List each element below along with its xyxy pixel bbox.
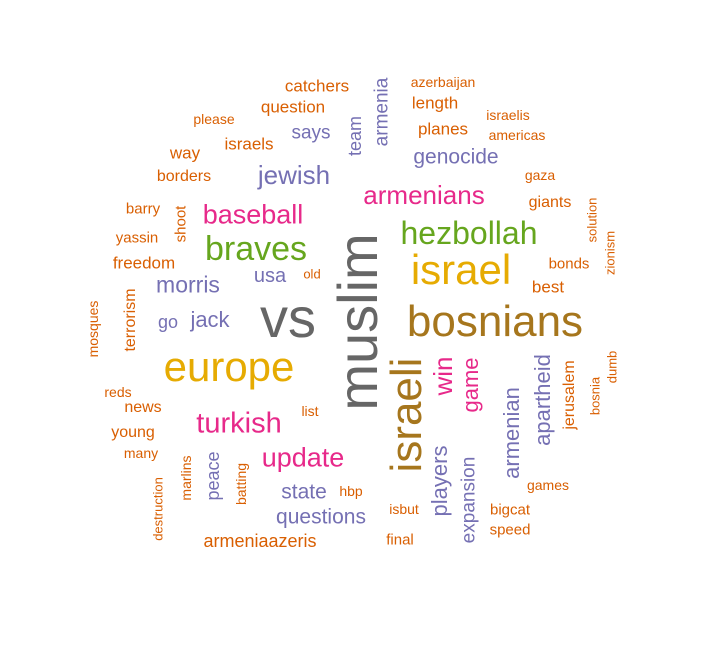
word-speed: speed xyxy=(489,521,531,539)
word-game: game xyxy=(458,357,483,413)
word-marlins: marlins xyxy=(178,455,194,501)
word-way: way xyxy=(169,143,201,163)
word-apartheid: apartheid xyxy=(530,354,555,446)
word-go: go xyxy=(157,312,179,332)
word-solution: solution xyxy=(584,197,600,243)
word-israeli: israeli xyxy=(382,357,431,473)
word-turkish: turkish xyxy=(196,407,282,440)
word-expansion: expansion xyxy=(458,456,480,544)
word-israelis: israelis xyxy=(486,107,530,123)
word-peace: peace xyxy=(203,451,223,501)
word-final: final xyxy=(386,531,414,549)
word-many: many xyxy=(123,445,159,461)
word-isbut: isbut xyxy=(389,501,419,517)
word-muslim: muslim xyxy=(326,233,389,411)
word-bonds: bonds xyxy=(548,255,590,273)
word-baseball: baseball xyxy=(202,199,304,230)
word-old: old xyxy=(303,266,321,282)
word-giants: giants xyxy=(528,194,572,211)
word-players: players xyxy=(427,445,452,517)
word-barry: barry xyxy=(125,200,161,218)
word-young: young xyxy=(111,424,155,441)
word-braves: braves xyxy=(204,230,308,268)
word-zionism: zionism xyxy=(602,230,618,276)
word-israels: israels xyxy=(224,134,274,154)
word-borders: borders xyxy=(156,168,212,185)
word-europe: europe xyxy=(163,343,295,390)
word-catchers: catchers xyxy=(284,76,350,96)
word-length: length xyxy=(411,93,459,113)
word-games: games xyxy=(526,477,570,493)
word-questions: questions xyxy=(276,505,366,529)
word-americas: americas xyxy=(488,127,546,143)
word-state: state xyxy=(281,480,327,504)
word-dumb: dumb xyxy=(604,350,620,384)
word-jack: jack xyxy=(190,307,230,332)
word-question: question xyxy=(260,97,326,117)
word-azerbaijan: azerbaijan xyxy=(410,74,476,90)
word-news: news xyxy=(124,399,162,416)
word-gaza: gaza xyxy=(524,167,556,183)
word-bigcat: bigcat xyxy=(489,501,531,519)
word-reds: reds xyxy=(104,384,132,400)
word-jewish: jewish xyxy=(257,160,331,190)
word-batting: batting xyxy=(233,462,249,506)
word-jerusalem: jerusalem xyxy=(561,360,578,430)
word-win: win xyxy=(428,356,458,396)
word-update: update xyxy=(261,442,345,473)
word-genocide: genocide xyxy=(413,145,499,169)
word-mosques: mosques xyxy=(85,300,101,358)
word-shoot: shoot xyxy=(172,205,190,243)
word-yassin: yassin xyxy=(115,229,159,247)
word-armeniaazeris: armeniaazeris xyxy=(203,531,317,551)
word-hbp: hbp xyxy=(339,483,363,499)
word-list: list xyxy=(301,403,319,419)
word-israel: israel xyxy=(410,246,512,293)
word-best: best xyxy=(531,277,565,297)
word-usa: usa xyxy=(253,265,287,287)
word-bosnians: bosnians xyxy=(406,297,584,346)
word-destruction: destruction xyxy=(150,477,166,541)
word-vs: vs xyxy=(260,286,316,349)
word-please: please xyxy=(193,111,235,127)
word-freedom: freedom xyxy=(112,253,176,273)
word-says: says xyxy=(291,122,331,144)
word-terrorism: terrorism xyxy=(122,288,139,352)
word-armenians: armenians xyxy=(363,180,485,210)
word-armenia: armenia xyxy=(371,77,393,147)
word-team: team xyxy=(345,115,365,157)
word-hezbollah: hezbollah xyxy=(400,215,538,251)
word-armenian: armenian xyxy=(499,387,524,479)
word-bosnia: bosnia xyxy=(587,376,603,416)
word-morris: morris xyxy=(156,271,220,298)
word-planes: planes xyxy=(417,119,469,139)
